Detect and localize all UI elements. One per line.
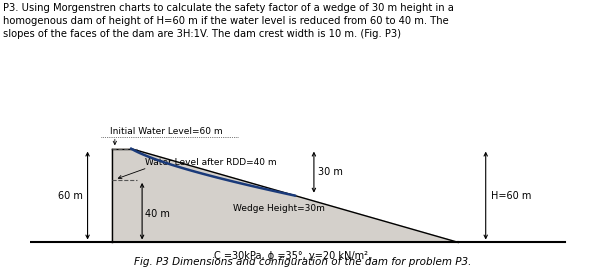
Text: P3. Using Morgenstren charts to calculate the safety factor of a wedge of 30 m h: P3. Using Morgenstren charts to calculat…	[3, 3, 454, 39]
Text: C =30kPa, ϕ =35°, γ=20 kN/m²,: C =30kPa, ϕ =35°, γ=20 kN/m²,	[213, 251, 371, 261]
Text: H=60 m: H=60 m	[491, 191, 531, 201]
Text: 60 m: 60 m	[58, 191, 83, 201]
Text: 30 m: 30 m	[318, 167, 343, 177]
Text: Fig. P3 Dimensions and configuration of the dam for problem P3.: Fig. P3 Dimensions and configuration of …	[135, 257, 471, 267]
Text: Water Level after RDD=40 m: Water Level after RDD=40 m	[145, 158, 276, 167]
Polygon shape	[112, 149, 459, 242]
Text: 40 m: 40 m	[145, 208, 170, 218]
Text: Wedge Height=30m: Wedge Height=30m	[233, 204, 324, 213]
Text: Initial Water Level=60 m: Initial Water Level=60 m	[110, 127, 223, 136]
